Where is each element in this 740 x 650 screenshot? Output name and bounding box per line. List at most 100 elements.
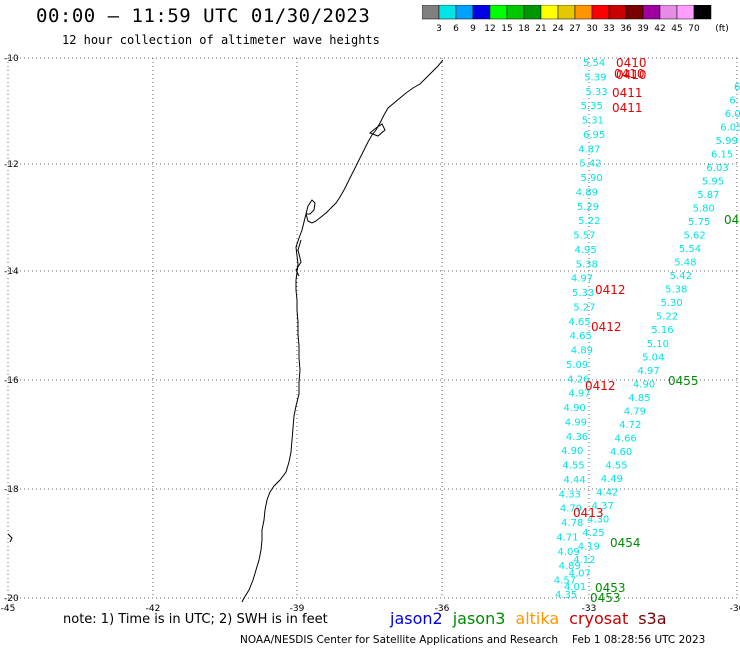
swh-value: 6.14 (729, 96, 740, 107)
lon-label: -33 (582, 604, 597, 614)
time-label-cryosat: 0413 (573, 506, 604, 520)
map-grid (7, 57, 738, 599)
footnote: note: 1) Time is in UTC; 2) SWH is in fe… (63, 612, 328, 627)
scale-swatch (693, 5, 712, 20)
scale-label: 15 (501, 24, 512, 34)
scale-label: 70 (688, 24, 700, 34)
swh-value: 5.99 (716, 136, 738, 147)
time-label-cryosat: 0412 (585, 379, 616, 393)
time-label-cryosat: 0410 (614, 67, 645, 81)
time-label-jason3: 0455 (668, 374, 699, 388)
scale-label: 12 (484, 24, 495, 34)
swh-value: 5.33 (572, 288, 594, 299)
swh-value: 4.90 (633, 379, 655, 390)
swh-value: 6.09 (725, 109, 740, 120)
lat-label: -10 (4, 54, 19, 64)
swh-value: 4.97 (638, 366, 660, 377)
swh-value: 4.26 (567, 374, 589, 385)
lon-label: -42 (146, 604, 161, 614)
swh-value: 6.15 (711, 150, 733, 161)
scale-label: 6 (453, 24, 459, 34)
swh-value: 5.16 (651, 325, 673, 336)
swh-value: 4.65 (570, 331, 592, 342)
credit-text: NOAA/NESDIS Center for Satellite Applica… (240, 634, 558, 646)
swh-value: 6.95 (583, 130, 605, 141)
scale-label: 21 (535, 24, 546, 34)
swh-value: 4.35 (555, 590, 577, 601)
scale-label: 18 (518, 24, 530, 34)
time-label-jason3: 04 (724, 213, 739, 227)
swh-value: 6.03 (706, 163, 728, 174)
swh-value: 4.97 (568, 389, 590, 400)
time-label-cryosat: 0411 (612, 86, 643, 100)
swh-value: 4.30 (587, 514, 609, 525)
swh-value: 4.55 (605, 460, 627, 471)
page-subtitle: 12 hour collection of altimeter wave hei… (62, 33, 380, 47)
scale-unit: (ft) (715, 24, 729, 34)
legend-jason3: jason3 (452, 609, 506, 628)
swh-value: 4.33 (559, 489, 581, 500)
lon-label: -39 (290, 604, 305, 614)
swh-value: 6.22 (734, 82, 740, 93)
swh-value: 4.57 (554, 576, 576, 587)
swh-value: 5.29 (577, 202, 599, 213)
legend-s3a: s3a (638, 609, 667, 628)
color-scale-bar: 3 6 9 12 15 18 21 24 27 30 33 36 39 42 45 70 (ft) (422, 5, 729, 34)
swh-value: 5.10 (647, 339, 669, 350)
swh-value: 5.90 (581, 173, 603, 184)
credit-line: NOAA/NESDIS Center for Satellite Applica… (240, 634, 705, 646)
swh-value: 5.33 (585, 87, 607, 98)
swh-value: 4.95 (574, 245, 596, 256)
scale-label: 3 (436, 24, 442, 34)
legend-cryosat: cryosat (569, 609, 629, 628)
swh-value: 4.36 (566, 432, 588, 443)
swh-value: 4.60 (610, 447, 632, 458)
lon-label: -30 (730, 604, 740, 614)
swh-value: 5.75 (688, 217, 710, 228)
lat-label: -18 (4, 485, 19, 495)
swh-value: 4.90 (564, 403, 586, 414)
swh-value: 5.48 (674, 258, 696, 269)
swh-value: 4.66 (615, 433, 637, 444)
swh-value: 4.42 (596, 487, 618, 498)
swh-value: 4.37 (592, 501, 614, 512)
scale-label: 45 (671, 24, 682, 34)
swh-value: 5.30 (660, 298, 682, 309)
legend-altika: altika (515, 609, 560, 628)
scale-label: 9 (470, 24, 476, 34)
swh-value: 5.87 (697, 190, 719, 201)
swh-value: 5.42 (670, 271, 692, 282)
swh-value: 5.09 (566, 360, 588, 371)
time-label-jason3: 0453 (595, 581, 626, 595)
scale-label: 42 (654, 24, 665, 34)
time-label-cryosat: 0410 (616, 68, 647, 82)
coastline (241, 59, 444, 603)
swh-value: 4.87 (578, 144, 600, 155)
swh-value: 4.19 (578, 541, 600, 552)
lat-label: -20 (4, 594, 19, 604)
swh-value: 5.42 (579, 159, 601, 170)
swh-value: 5.54 (583, 58, 605, 69)
scale-label: 33 (603, 24, 614, 34)
legend-jason2: jason2 (390, 609, 443, 628)
swh-value: 4.55 (562, 461, 584, 472)
swh-value: 4.07 (569, 568, 591, 579)
page-title: 00:00 – 11:59 UTC 01/30/2023 (36, 5, 371, 27)
swh-value: 5.27 (573, 302, 595, 313)
island (369, 123, 386, 137)
swh-value: 4.90 (561, 446, 583, 457)
time-labels: 0410041004100411041104120412041204130404… (573, 56, 739, 605)
time-label-cryosat: 0412 (591, 320, 622, 334)
scale-label: 36 (620, 24, 632, 34)
swh-value: 5.04 (642, 352, 664, 363)
time-label-jason3: 0453 (590, 591, 621, 605)
swh-value: 4.71 (556, 532, 578, 543)
swh-track-right: 6.22 6.14 6.09 6.05 5.99 6.15 6.03 5.95 5.87 5.80… (564, 82, 740, 593)
swh-value: 4.01 (564, 582, 586, 593)
swh-value: 5.95 (702, 177, 724, 188)
swh-value: 4.89 (576, 187, 598, 198)
scale-label: 39 (637, 24, 649, 34)
scale-label: 30 (586, 24, 598, 34)
swh-value: 4.65 (568, 317, 590, 328)
